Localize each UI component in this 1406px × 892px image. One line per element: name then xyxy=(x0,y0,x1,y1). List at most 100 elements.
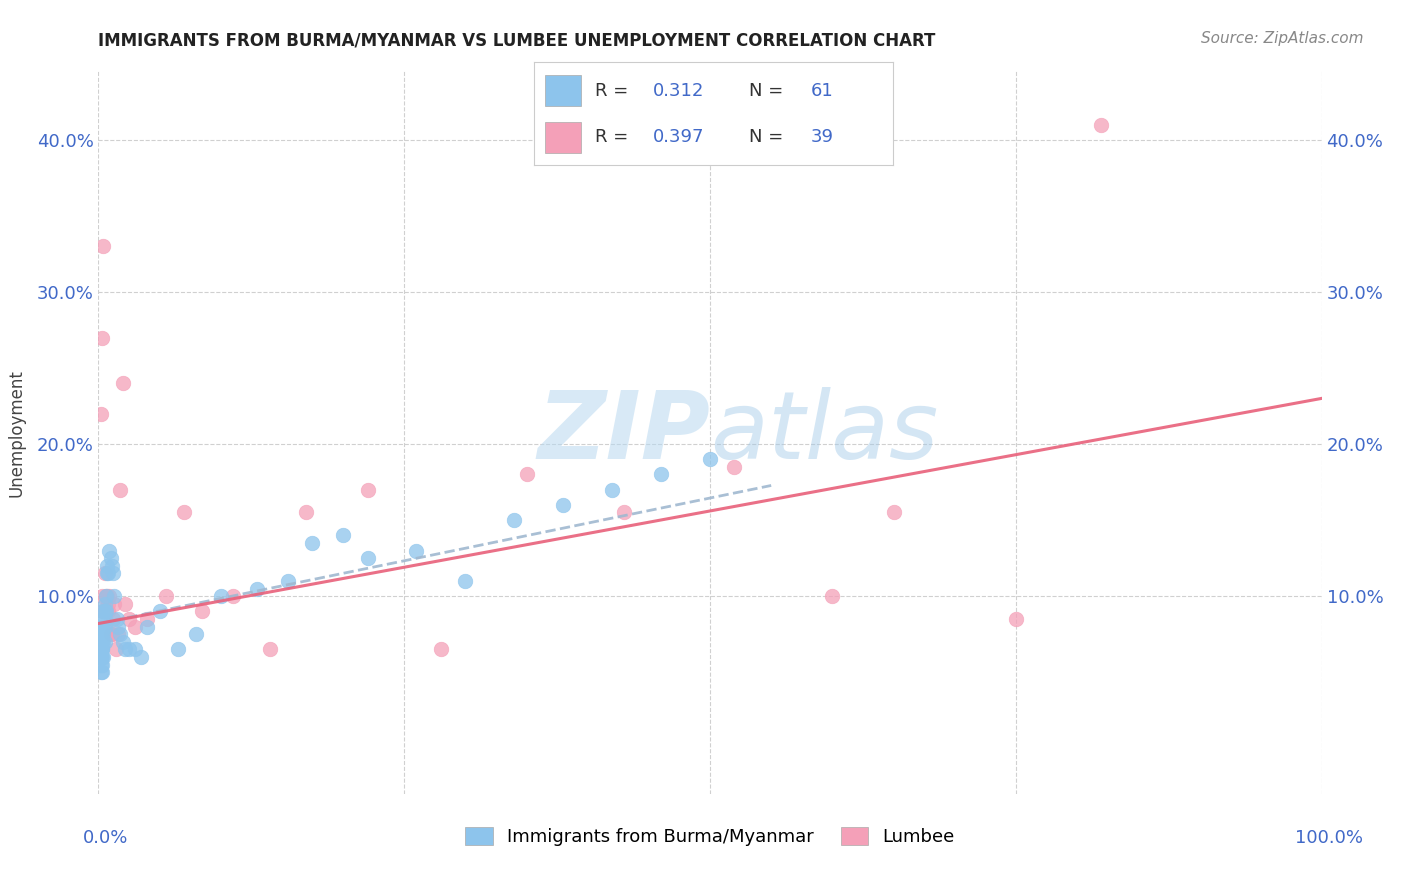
Point xyxy=(91,612,114,626)
Point xyxy=(91,650,114,665)
Point xyxy=(723,459,745,474)
Text: 61: 61 xyxy=(810,82,834,100)
Point xyxy=(105,612,128,626)
Point xyxy=(191,604,214,618)
Text: R =: R = xyxy=(595,82,634,100)
Point xyxy=(503,513,526,527)
Point xyxy=(699,452,721,467)
Point xyxy=(301,536,323,550)
Point xyxy=(93,612,115,626)
Text: N =: N = xyxy=(749,82,789,100)
Point xyxy=(91,665,114,680)
Point xyxy=(100,551,122,566)
Point xyxy=(136,612,159,626)
Point xyxy=(222,589,245,603)
Point xyxy=(356,483,378,497)
Point xyxy=(167,642,190,657)
Point xyxy=(246,582,269,596)
Point xyxy=(96,589,118,603)
Text: 39: 39 xyxy=(810,128,834,145)
Point xyxy=(98,543,121,558)
Text: 0.0%: 0.0% xyxy=(83,829,128,847)
Point xyxy=(430,642,453,657)
Point xyxy=(613,506,636,520)
Point xyxy=(91,650,114,665)
Point xyxy=(104,642,127,657)
Point xyxy=(91,627,114,641)
Point xyxy=(91,330,114,344)
Point xyxy=(114,642,136,657)
Point xyxy=(98,589,121,603)
Point xyxy=(94,589,117,603)
Point xyxy=(1090,118,1112,132)
Text: 0.397: 0.397 xyxy=(652,128,704,145)
Point xyxy=(90,634,112,648)
Point xyxy=(91,604,114,618)
Point xyxy=(101,627,124,641)
Point xyxy=(186,627,208,641)
Point xyxy=(90,650,112,665)
Point xyxy=(97,597,120,611)
Point xyxy=(111,634,134,648)
Point xyxy=(101,558,124,573)
Text: 100.0%: 100.0% xyxy=(1295,829,1362,847)
Point xyxy=(650,467,672,482)
Point xyxy=(93,604,115,618)
Point xyxy=(91,619,114,633)
Point xyxy=(124,619,146,633)
Bar xyxy=(546,122,581,153)
Point xyxy=(91,627,114,641)
Point xyxy=(91,634,114,648)
Point xyxy=(295,506,318,520)
Point xyxy=(91,657,114,672)
Point xyxy=(124,642,146,657)
Point xyxy=(883,506,905,520)
Point xyxy=(97,604,120,618)
Point xyxy=(173,506,195,520)
Legend: Immigrants from Burma/Myanmar, Lumbee: Immigrants from Burma/Myanmar, Lumbee xyxy=(458,820,962,854)
Point xyxy=(209,589,232,603)
Point xyxy=(96,558,118,573)
Point xyxy=(94,604,117,618)
Point xyxy=(129,650,152,665)
Point xyxy=(600,483,623,497)
Point xyxy=(93,619,115,633)
Point xyxy=(110,627,132,641)
Point xyxy=(91,619,114,633)
Bar xyxy=(546,75,581,105)
Point xyxy=(91,589,114,603)
Y-axis label: Unemployment: Unemployment xyxy=(7,368,25,497)
Point xyxy=(110,483,132,497)
Text: Source: ZipAtlas.com: Source: ZipAtlas.com xyxy=(1201,31,1364,46)
Point xyxy=(90,650,112,665)
Point xyxy=(93,597,115,611)
Point xyxy=(91,642,114,657)
Point xyxy=(90,657,112,672)
Point xyxy=(107,627,129,641)
Point xyxy=(405,543,427,558)
Point xyxy=(118,642,141,657)
Point xyxy=(1004,612,1026,626)
Point xyxy=(277,574,299,588)
Text: 0.312: 0.312 xyxy=(652,82,704,100)
Text: ZIP: ZIP xyxy=(537,386,710,479)
Point xyxy=(91,634,114,648)
Point xyxy=(100,627,122,641)
Point xyxy=(93,566,115,581)
Point xyxy=(90,407,112,421)
Point xyxy=(101,566,124,581)
Point xyxy=(94,589,117,603)
Text: atlas: atlas xyxy=(710,387,938,478)
Point xyxy=(454,574,477,588)
Point xyxy=(155,589,177,603)
Point xyxy=(136,619,159,633)
Point xyxy=(96,566,118,581)
Point xyxy=(91,642,114,657)
Point xyxy=(91,604,114,618)
Point xyxy=(103,597,125,611)
Point xyxy=(93,604,115,618)
Point xyxy=(553,498,575,512)
Point xyxy=(103,589,125,603)
Point xyxy=(332,528,354,542)
Point xyxy=(821,589,844,603)
